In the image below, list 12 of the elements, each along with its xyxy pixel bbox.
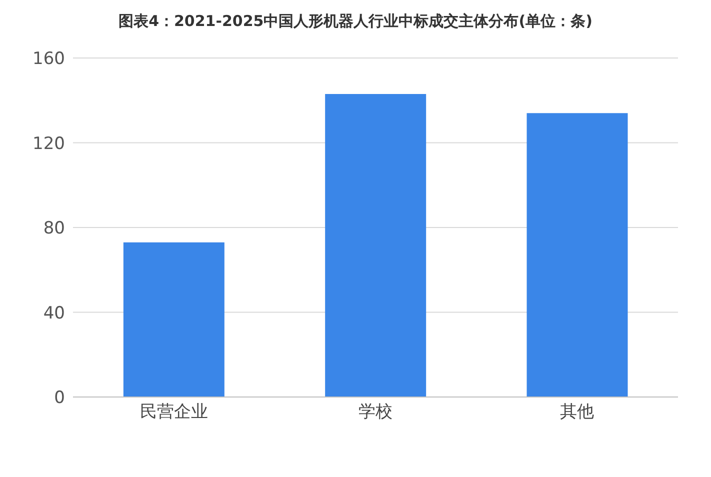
y-tick-label: 40 <box>43 303 65 324</box>
y-tick-label: 80 <box>43 218 65 239</box>
bar <box>526 113 628 397</box>
y-tick-label: 160 <box>32 49 65 70</box>
chart-title: 图表4：2021-2025中国人形机器人行业中标成交主体分布(单位：条) <box>118 11 594 32</box>
bar <box>325 94 426 397</box>
x-tick-label: 学校 <box>358 402 392 422</box>
x-tick-label: 其他 <box>560 402 594 422</box>
x-tick-label: 民营企业 <box>140 402 208 422</box>
bar <box>123 242 224 397</box>
y-tick-label: 120 <box>32 134 65 154</box>
y-tick-label: 0 <box>54 388 65 408</box>
